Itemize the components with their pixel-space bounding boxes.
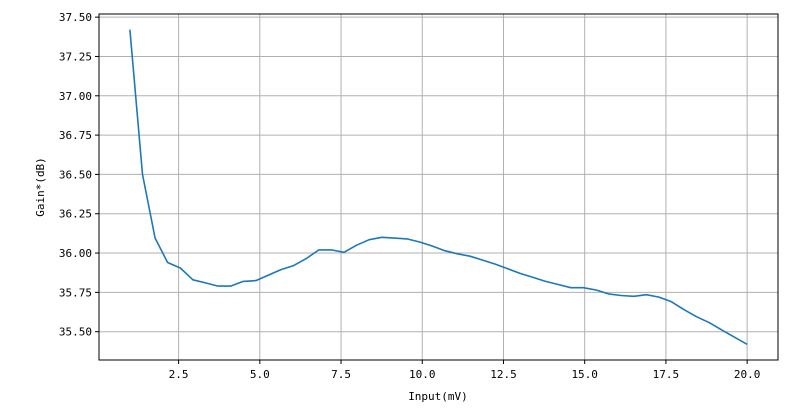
y-tick-label: 37.50 <box>59 11 92 24</box>
x-tick-label: 20.0 <box>734 368 761 381</box>
y-tick-label: 36.25 <box>59 208 92 221</box>
y-axis-label: Gain*(dB) <box>34 157 47 217</box>
x-tick-label: 15.0 <box>571 368 598 381</box>
y-tick-label: 35.50 <box>59 326 92 339</box>
grid <box>99 14 778 360</box>
x-tick-label: 2.5 <box>169 368 189 381</box>
x-tick-label: 17.5 <box>653 368 680 381</box>
y-tick-label: 37.00 <box>59 90 92 103</box>
y-tick-label: 36.75 <box>59 129 92 142</box>
plot-frame <box>98 13 779 361</box>
x-tick-label: 5.0 <box>250 368 270 381</box>
series-line <box>129 29 748 345</box>
x-tick-label: 12.5 <box>490 368 517 381</box>
y-tick-label: 36.00 <box>59 247 92 260</box>
x-tick-label: 7.5 <box>331 368 351 381</box>
series-layer <box>129 29 748 345</box>
x-axis-label: Input(mV) <box>408 390 468 403</box>
y-tick-label: 35.75 <box>59 286 92 299</box>
x-tick-label: 10.0 <box>409 368 436 381</box>
y-tick-label: 36.50 <box>59 168 92 181</box>
y-tick-label: 37.25 <box>59 50 92 63</box>
ticks: 2.5 5.0 7.5 10.0 12.5 15.0 17.5 20.0 35.50 35.75 3… <box>59 11 761 381</box>
